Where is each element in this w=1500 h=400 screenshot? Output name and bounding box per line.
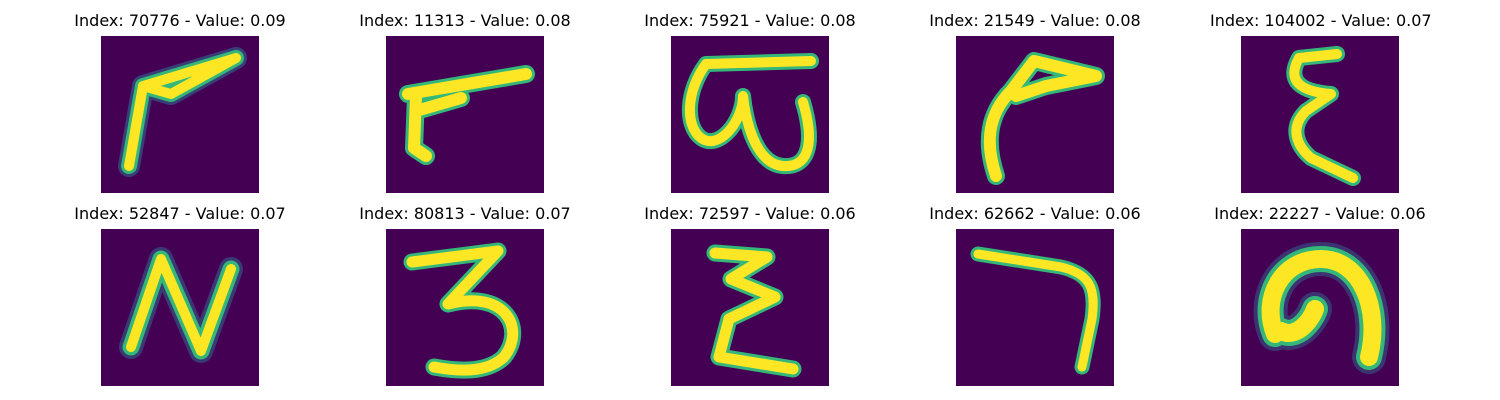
panel-title: Index: 75921 - Value: 0.08: [644, 11, 856, 30]
digit-image: [956, 229, 1114, 386]
digit-panel: Index: 70776 - Value: 0.09: [70, 10, 290, 193]
digit-image: [671, 229, 829, 386]
digit-panel: Index: 22227 - Value: 0.06: [1210, 203, 1430, 386]
epsilon-shape-icon: [706, 244, 802, 378]
epsilon-shape-icon: [1286, 46, 1361, 186]
digit-image: [671, 36, 829, 193]
hook-stroke-icon: [980, 52, 1105, 185]
digit-panel: Index: 72597 - Value: 0.06: [640, 203, 860, 386]
panel-title: Index: 62662 - Value: 0.06: [929, 204, 1141, 223]
digit-image: [101, 36, 259, 193]
panel-title: Index: 72597 - Value: 0.06: [644, 204, 856, 223]
panel-title: Index: 22227 - Value: 0.06: [1214, 204, 1426, 223]
digit-panel: Index: 104002 - Value: 0.07: [1210, 10, 1432, 193]
panel-title: Index: 70776 - Value: 0.09: [74, 11, 286, 30]
omega-shape-icon: [682, 53, 819, 175]
panel-title: Index: 104002 - Value: 0.07: [1210, 11, 1432, 30]
digit-panel: Index: 21549 - Value: 0.08: [925, 10, 1145, 193]
digit-image: [1241, 36, 1399, 193]
three-shape-icon: [403, 242, 522, 379]
digit-panel: Index: 80813 - Value: 0.07: [355, 203, 575, 386]
digit-panel: Index: 52847 - Value: 0.07: [70, 203, 290, 386]
n-shape-icon: [119, 247, 243, 363]
panel-title: Index: 21549 - Value: 0.08: [929, 11, 1141, 30]
digit-panel: Index: 11313 - Value: 0.08: [355, 10, 575, 193]
digit-image: [956, 36, 1114, 193]
digit-image: [1241, 229, 1399, 386]
panel-title: Index: 11313 - Value: 0.08: [359, 11, 571, 30]
seven-shape-icon: [970, 246, 1101, 375]
digit-image: [386, 229, 544, 386]
digit-panel: Index: 62662 - Value: 0.06: [925, 203, 1145, 386]
hook-stroke-icon: [118, 47, 247, 177]
digit-panel: Index: 75921 - Value: 0.08: [640, 10, 860, 193]
panel-title: Index: 52847 - Value: 0.07: [74, 204, 286, 223]
digit-image: [386, 36, 544, 193]
digit-image: [101, 229, 259, 386]
arch-shape-icon: [1253, 242, 1390, 374]
panel-title: Index: 80813 - Value: 0.07: [359, 204, 571, 223]
hook-stroke-icon: [399, 65, 535, 165]
